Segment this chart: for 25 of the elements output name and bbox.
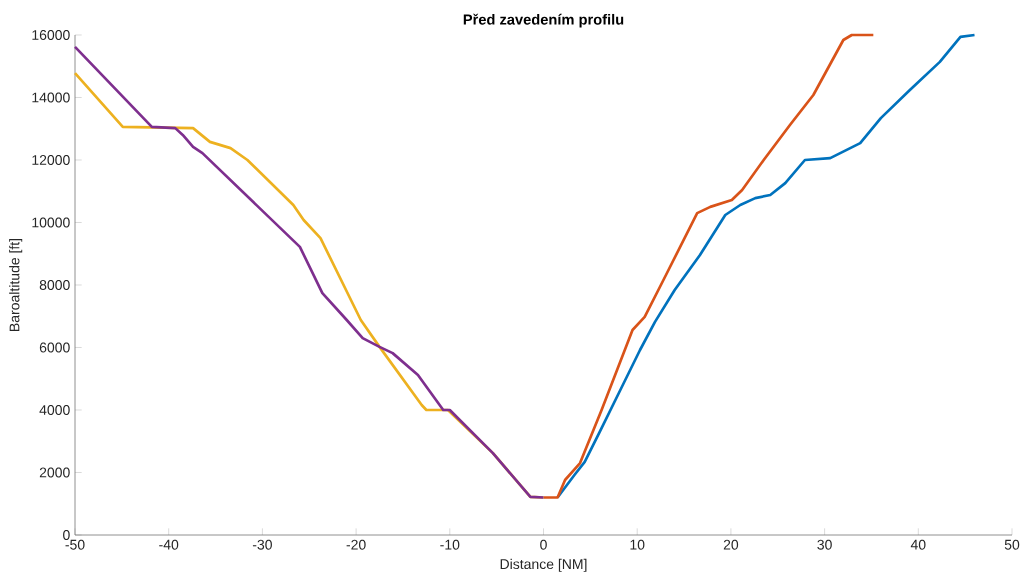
x-tick-label: 30 (817, 539, 832, 550)
x-tick-label: 10 (630, 539, 645, 550)
x-tick-label: -20 (346, 539, 366, 550)
y-tick-label: 12000 (32, 155, 70, 165)
y-tick-label: 16000 (32, 30, 70, 40)
x-tick-label: -50 (65, 539, 85, 550)
x-tick-label: -40 (159, 539, 179, 550)
chart-title: Před zavedením profilu (463, 13, 624, 28)
y-tick-label: 4000 (39, 405, 70, 415)
line-series (556, 33, 976, 499)
x-tick-label: 40 (910, 539, 926, 550)
x-axis-title: Distance [NM] (500, 558, 587, 572)
x-tick-label: 0 (540, 539, 547, 550)
y-tick-label: 8000 (39, 280, 70, 290)
y-tick-label: 10000 (32, 217, 70, 228)
y-tick-label: 2000 (39, 467, 70, 478)
y-tick-label: 14000 (32, 92, 70, 103)
x-tick-label: 20 (723, 539, 739, 550)
line-series (542, 33, 875, 499)
x-tick-label: -30 (252, 539, 272, 550)
x-tick-label: -10 (440, 539, 460, 550)
y-axis-title: Baroaltitude [ft] (9, 238, 23, 331)
x-tick-label: 50 (1004, 539, 1020, 550)
y-tick-label: 0 (63, 530, 70, 540)
y-tick-label: 6000 (39, 342, 70, 353)
